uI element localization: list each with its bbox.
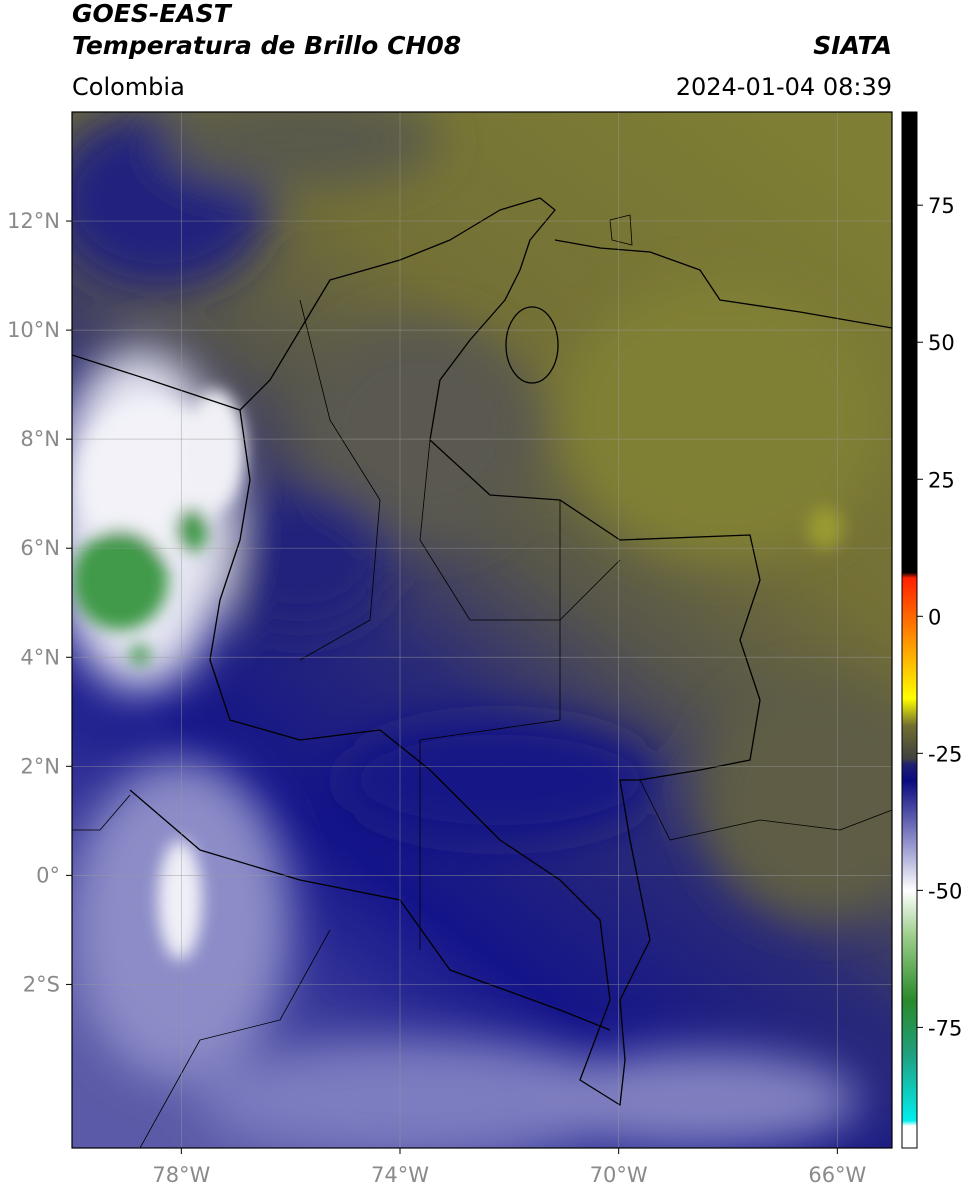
colorbar-tick-label: -25 [928, 742, 962, 766]
y-tick-label: 2°S [23, 972, 60, 996]
y-tick-label: 4°N [20, 645, 60, 669]
x-tick-label: 70°W [590, 1163, 648, 1187]
colorbar-tick-label: -50 [928, 879, 962, 903]
x-tick-label: 78°W [152, 1163, 210, 1187]
y-tick-label: 0° [36, 863, 60, 887]
x-tick-label: 74°W [371, 1163, 429, 1187]
x-tick-label: 66°W [808, 1163, 866, 1187]
borders [72, 197, 892, 1148]
map-frame [71, 111, 893, 1149]
y-tick-label: 6°N [20, 536, 60, 560]
colorbar-tick-label: 75 [928, 194, 955, 218]
y-tick-label: 8°N [20, 427, 60, 451]
subtitle: Temperatura de Brillo CH08 [72, 31, 461, 60]
colorbar-tick-label: 0 [928, 605, 941, 629]
colorbar-tick-label: 50 [928, 331, 955, 355]
map-image [72, 112, 892, 1148]
colorbar [901, 111, 918, 1149]
cold-tops [72, 390, 843, 960]
source: SIATA [813, 31, 892, 60]
y-tick-label: 12°N [7, 209, 60, 233]
colorbar-tick-label: 25 [928, 468, 955, 492]
region: Colombia [72, 73, 185, 101]
colorbar-tick-label: -75 [928, 1016, 962, 1040]
datetime: 2024-01-04 08:39 [676, 73, 892, 101]
y-tick-label: 10°N [7, 318, 60, 342]
y-tick-label: 2°N [20, 754, 60, 778]
grid [72, 112, 892, 1148]
title: GOES-EAST [72, 0, 233, 28]
